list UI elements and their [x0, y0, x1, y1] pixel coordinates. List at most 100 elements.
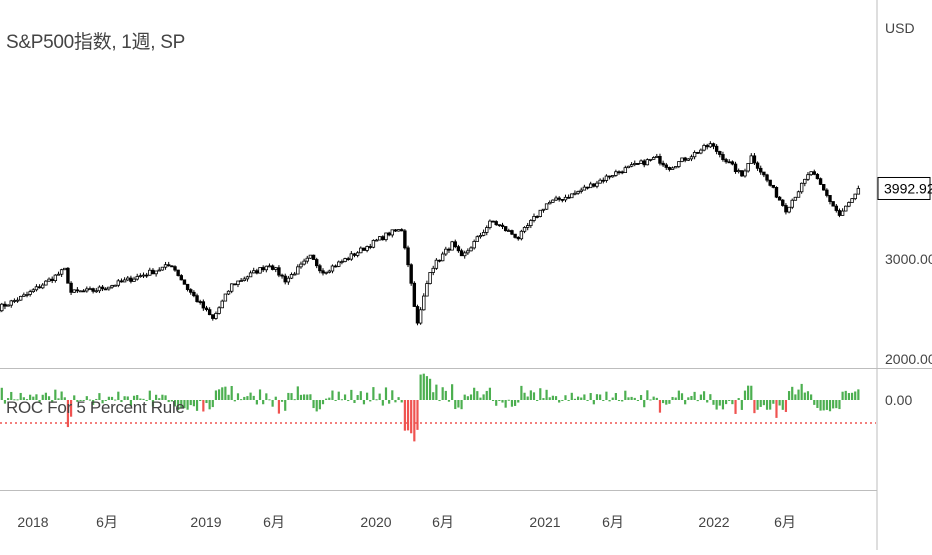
indicator-title: ROC For 5 Percent Rule — [6, 398, 185, 417]
candle-body — [705, 145, 709, 148]
price-candle — [604, 174, 609, 183]
price-candle — [138, 273, 143, 278]
price-candle — [513, 233, 517, 239]
candle-body — [604, 175, 609, 181]
price-candle — [544, 203, 549, 210]
roc-bar — [576, 396, 580, 400]
candle-body — [503, 226, 508, 232]
price-candle — [645, 158, 650, 166]
candle-body — [299, 263, 303, 268]
price-candle — [132, 276, 136, 282]
candle-body — [425, 283, 429, 297]
candle-body — [0, 303, 4, 312]
price-candle — [78, 290, 83, 293]
roc-bar — [652, 396, 655, 400]
price-candle — [324, 271, 328, 275]
candle-body — [799, 182, 804, 193]
candle-body — [233, 283, 237, 286]
candle-body — [740, 170, 744, 177]
price-candle — [774, 186, 779, 199]
price-candle — [66, 267, 70, 284]
price-candle — [144, 272, 149, 278]
candle-body — [368, 246, 372, 248]
price-candle — [223, 293, 228, 302]
candle-body — [270, 265, 275, 270]
roc-bar — [369, 400, 372, 402]
price-candle — [44, 279, 48, 286]
price-candle — [503, 226, 508, 232]
price-candle — [444, 246, 448, 257]
roc-bar — [706, 400, 709, 403]
candle-body — [321, 270, 325, 274]
candle-body — [406, 247, 410, 266]
roc-bar — [246, 396, 249, 400]
roc-bar — [167, 400, 170, 403]
candle-body — [204, 307, 209, 311]
roc-bar — [536, 400, 539, 401]
price-candle — [755, 161, 760, 171]
roc-bar — [303, 394, 306, 400]
price-candle — [412, 281, 417, 307]
price-candle — [47, 277, 51, 282]
roc-bar — [583, 394, 586, 400]
price-candle — [217, 306, 221, 315]
roc-bar — [258, 389, 262, 400]
candle-body — [491, 220, 495, 223]
candle-body — [274, 267, 278, 270]
roc-bar — [491, 400, 495, 401]
candle-body — [749, 155, 753, 164]
candle-body — [239, 280, 243, 282]
price-candle — [752, 153, 757, 166]
price-candle — [664, 162, 668, 170]
price-candle — [9, 299, 13, 308]
roc-bar — [844, 390, 847, 400]
price-candle — [116, 279, 121, 288]
time-tick-label: 6月 — [774, 514, 796, 530]
roc-bar — [350, 389, 353, 400]
price-candle — [359, 246, 363, 254]
candle-body — [774, 186, 779, 198]
price-candle — [418, 307, 423, 325]
candle-body — [469, 247, 473, 252]
roc-bar — [92, 400, 95, 405]
candle-body — [670, 167, 675, 170]
roc-bar — [287, 392, 290, 400]
candle-body — [37, 286, 42, 289]
price-candle — [226, 290, 231, 296]
roc-bar — [164, 395, 167, 400]
price-candle — [119, 278, 124, 283]
roc-bar — [271, 400, 274, 407]
roc-bar — [69, 400, 73, 417]
price-candle — [478, 232, 483, 239]
roc-bar — [38, 400, 41, 402]
roc-bar — [120, 400, 123, 403]
roc-bar — [599, 394, 602, 400]
price-candle — [141, 272, 146, 279]
candle-body — [576, 191, 580, 194]
roc-bar — [680, 393, 684, 400]
candle-body — [784, 205, 788, 213]
roc-bar — [504, 400, 507, 408]
roc-bar — [161, 394, 164, 400]
roc-bar — [702, 391, 706, 400]
roc-bar — [438, 400, 441, 402]
roc-bar — [227, 394, 230, 400]
roc-bar — [47, 396, 51, 400]
roc-bar — [696, 400, 699, 402]
candle-body — [377, 236, 382, 241]
roc-bar — [208, 400, 211, 410]
price-candle — [570, 193, 574, 199]
price-candle — [702, 143, 706, 152]
candle-body — [444, 248, 448, 255]
roc-bar — [186, 400, 189, 410]
candle-body — [579, 189, 583, 192]
roc-bar — [668, 400, 671, 404]
candle-body — [104, 288, 108, 291]
candle-body — [557, 197, 561, 200]
candle-body — [450, 241, 454, 251]
candle-body — [614, 171, 618, 176]
candle-body — [500, 224, 505, 227]
candle-body — [116, 280, 121, 286]
